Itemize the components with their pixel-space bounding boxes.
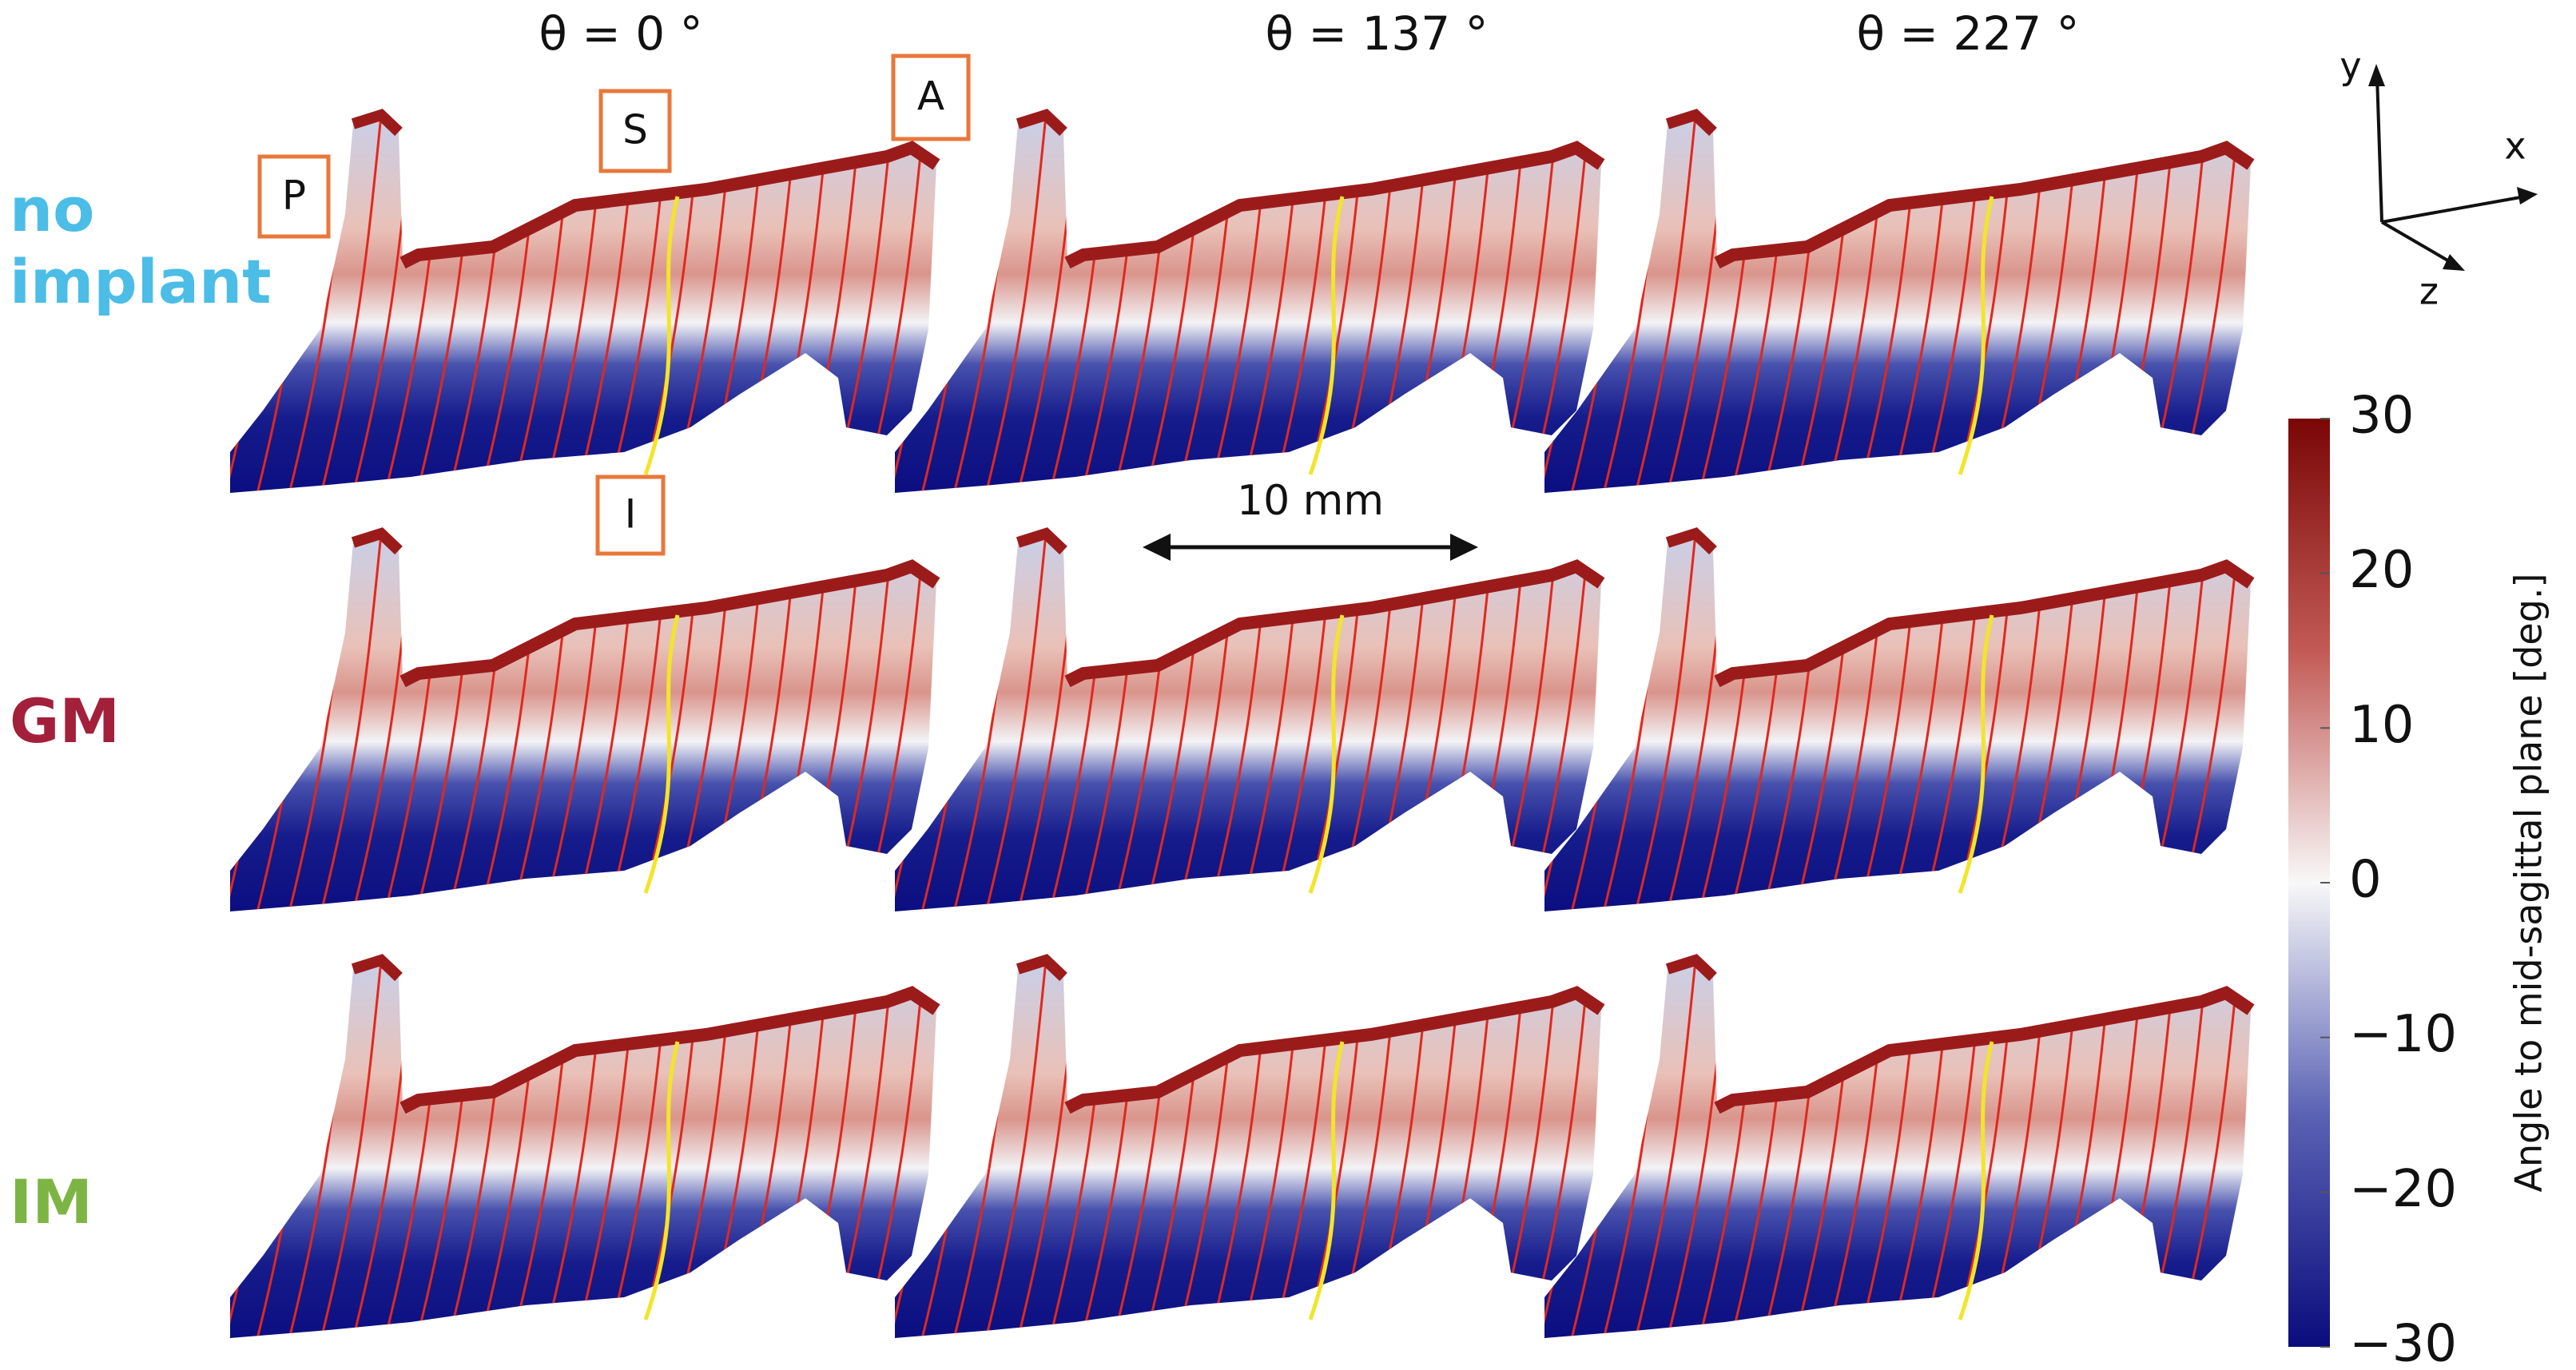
panel-image <box>222 107 957 506</box>
panel-image <box>887 107 1622 506</box>
scale-bar <box>1143 534 1478 561</box>
panel-image <box>1536 526 2272 925</box>
colorbar-tick-label: 0 <box>2349 851 2382 910</box>
panel-image <box>1536 107 2272 506</box>
panel-image <box>887 526 1622 925</box>
panel-image <box>887 952 1622 1352</box>
orientation-label: I <box>625 491 637 538</box>
colorbar-ticks: 30 20 10 0 −10 −20 −30 <box>2320 387 2457 1370</box>
orientation-label: A <box>917 73 944 120</box>
orientation-label: S <box>622 107 648 153</box>
panel-grid <box>222 107 2272 1352</box>
label-boxes <box>257 54 971 556</box>
column-header: θ = 137 ° <box>1265 6 1488 61</box>
scale-bar-label: 10 mm <box>1237 477 1384 525</box>
row-label: no implant <box>10 174 272 317</box>
column-header: θ = 227 ° <box>1856 6 2079 61</box>
axis-label: z <box>2419 270 2439 313</box>
column-header: θ = 0 ° <box>539 6 702 61</box>
axes-glyph <box>2368 64 2538 271</box>
panel-image <box>222 952 957 1352</box>
colorbar-tick-label: 30 <box>2349 387 2414 446</box>
colorbar-tick-label: −30 <box>2349 1315 2457 1370</box>
colorbar-tick-label: 10 <box>2349 696 2414 755</box>
row-label: GM <box>10 685 121 756</box>
colorbar-tick-label: −10 <box>2349 1005 2457 1064</box>
colorbar-tick-label: 20 <box>2349 541 2414 600</box>
panel-image <box>1536 952 2272 1352</box>
orientation-label: P <box>282 173 306 219</box>
row-label: IM <box>10 1166 93 1237</box>
axis-label: x <box>2504 125 2526 168</box>
axis-label: y <box>2339 45 2361 88</box>
colorbar-label: Angle to mid-sagittal plane [deg.] <box>2507 574 2550 1193</box>
colorbar-tick-label: −20 <box>2349 1160 2457 1219</box>
panel-image <box>222 526 957 925</box>
